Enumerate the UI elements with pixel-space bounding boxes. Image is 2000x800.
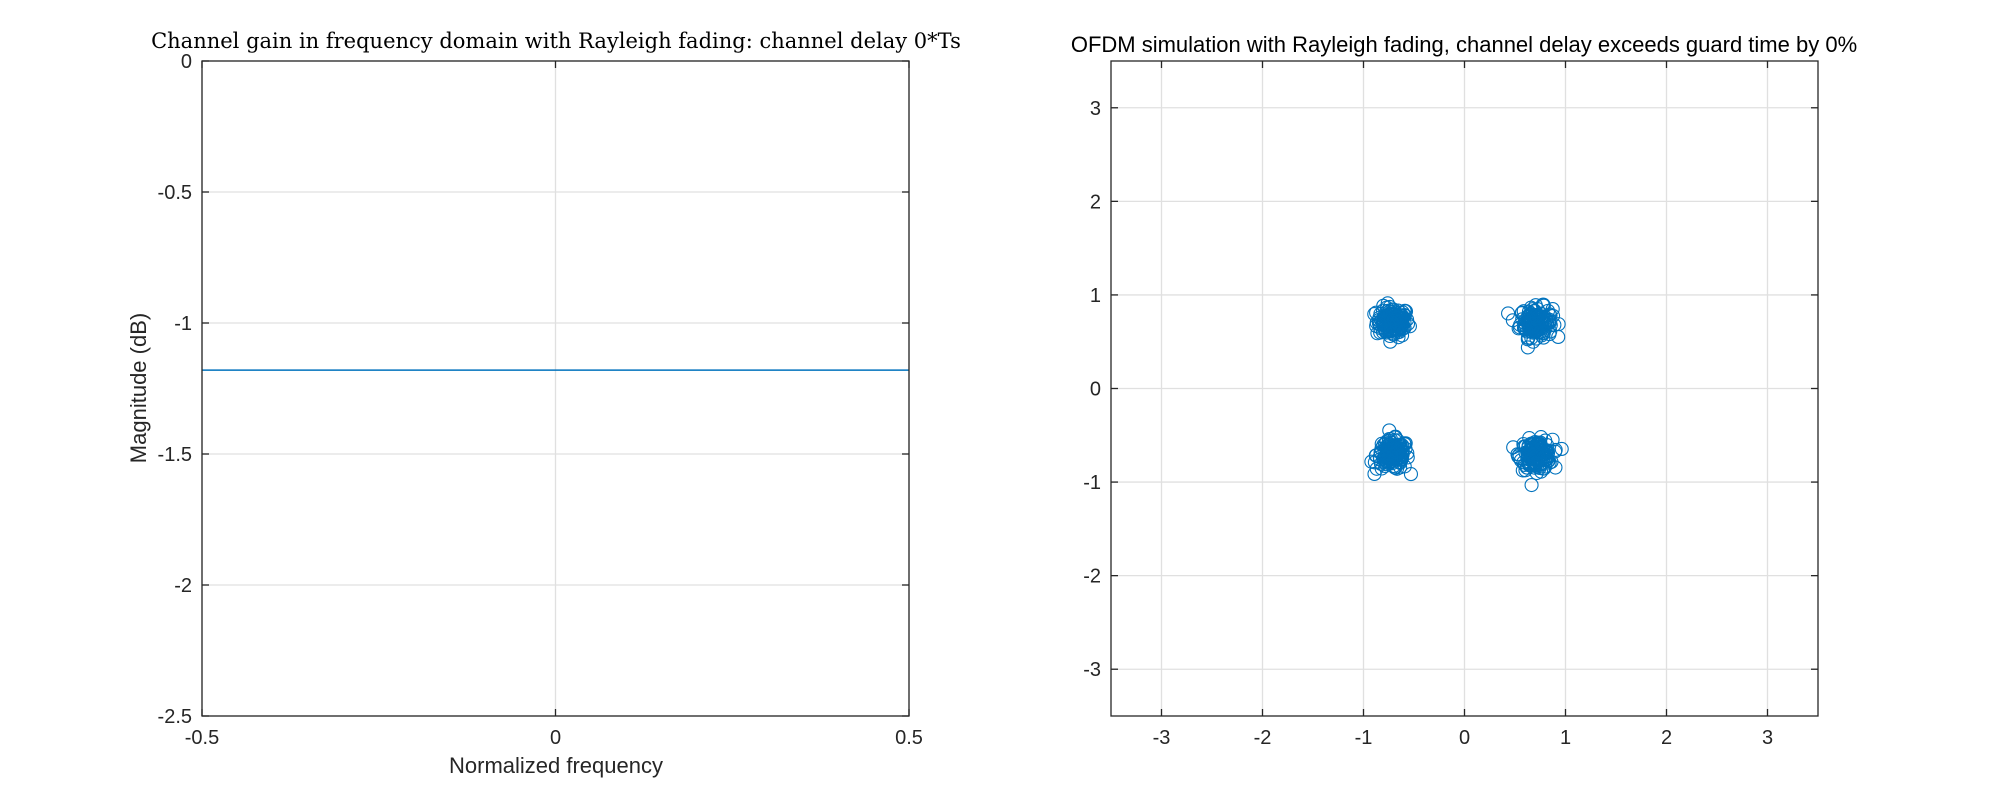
scatter-point (1520, 340, 1535, 355)
x-tick-label: -1 (1355, 727, 1373, 749)
x-tick-label: 0.5 (895, 727, 923, 749)
y-tick-label: 0 (1090, 379, 1101, 401)
y-tick-label: 2 (1090, 191, 1101, 213)
scatter-point (1378, 324, 1393, 339)
scatter-point (1540, 445, 1556, 461)
constellation-plot: OFDM simulation with Rayleigh fading, ch… (1071, 32, 1857, 749)
scatter-point (1383, 323, 1398, 338)
y-tick-label: -1.5 (158, 444, 192, 466)
y-tick-label: -0.5 (158, 182, 192, 204)
tick-marks (1111, 61, 1818, 716)
scatter-point (1367, 455, 1382, 470)
scatter-point (1512, 450, 1527, 465)
scatter-point (1501, 306, 1516, 321)
y-axis-label: Magnitude (dB) (126, 313, 151, 463)
scatter-point (1397, 459, 1412, 474)
scatter-point (1524, 441, 1539, 456)
y-tick-labels: -3 -2 -1 0 1 2 3 (1083, 98, 1101, 681)
x-tick-label: -2 (1254, 727, 1272, 749)
y-tick-label: -3 (1083, 659, 1101, 681)
x-tick-label: -3 (1153, 727, 1171, 749)
scatter-point (1529, 311, 1544, 326)
scatter-point (1387, 313, 1402, 328)
chart-title: OFDM simulation with Rayleigh fading, ch… (1071, 32, 1857, 57)
x-tick-label: 1 (1560, 727, 1571, 749)
scatter-point (1505, 313, 1520, 328)
y-tick-label: -2 (174, 575, 192, 597)
scatter-point (1373, 306, 1388, 321)
x-tick-label: 3 (1762, 727, 1773, 749)
scatter-point (1523, 300, 1539, 315)
x-tick-labels: -3 -2 -1 0 1 2 3 (1153, 727, 1773, 749)
chart-title: Channel gain in frequency domain with Ra… (151, 29, 961, 53)
y-tick-labels: -2.5 -2 -1.5 -1 -0.5 0 (158, 51, 192, 728)
y-tick-label: 3 (1090, 98, 1101, 120)
grid (201, 60, 910, 717)
tick-marks (201, 60, 910, 717)
scatter-point (1378, 453, 1393, 468)
scatter-point (1536, 325, 1551, 341)
scatter-point (1551, 317, 1566, 332)
scatter-point (1367, 466, 1382, 482)
scatter-point (1385, 315, 1400, 330)
scatter-point (1524, 437, 1540, 452)
x-tick-label: -0.5 (185, 727, 219, 749)
x-tick-label: 2 (1661, 727, 1672, 749)
scatter-point (1386, 323, 1401, 338)
x-tick-label: 0 (1459, 727, 1470, 749)
y-tick-label: 1 (1090, 285, 1101, 307)
scatter-point (1524, 477, 1539, 493)
y-tick-label: 0 (181, 51, 192, 73)
y-tick-label: -2.5 (158, 706, 192, 728)
scatter-point (1380, 438, 1395, 453)
scatter-point (1531, 440, 1546, 455)
scatter-point (1534, 328, 1549, 343)
y-tick-label: -2 (1083, 566, 1101, 588)
scatter-point (1526, 307, 1542, 322)
scatter-point (1554, 441, 1569, 457)
scatter-point (1393, 455, 1408, 470)
channel-gain-plot: Channel gain in frequency domain with Ra… (126, 29, 961, 778)
scatter-point (1529, 446, 1544, 461)
grid (1111, 61, 1818, 716)
x-axis-label: Normalized frequency (449, 753, 663, 778)
y-tick-label: -1 (174, 313, 192, 335)
scatter-point (1395, 313, 1410, 328)
scatter-point (1388, 452, 1403, 467)
scatter-point (1384, 447, 1399, 462)
scatter-point (1544, 454, 1559, 469)
x-tick-labels: -0.5 0 0.5 (185, 727, 923, 749)
scatter-point (1387, 438, 1402, 453)
scatter-point (1518, 439, 1533, 454)
x-tick-label: 0 (550, 727, 561, 749)
scatter-point (1388, 429, 1403, 444)
y-tick-label: -1 (1083, 472, 1101, 494)
series-layer (1364, 296, 1569, 493)
